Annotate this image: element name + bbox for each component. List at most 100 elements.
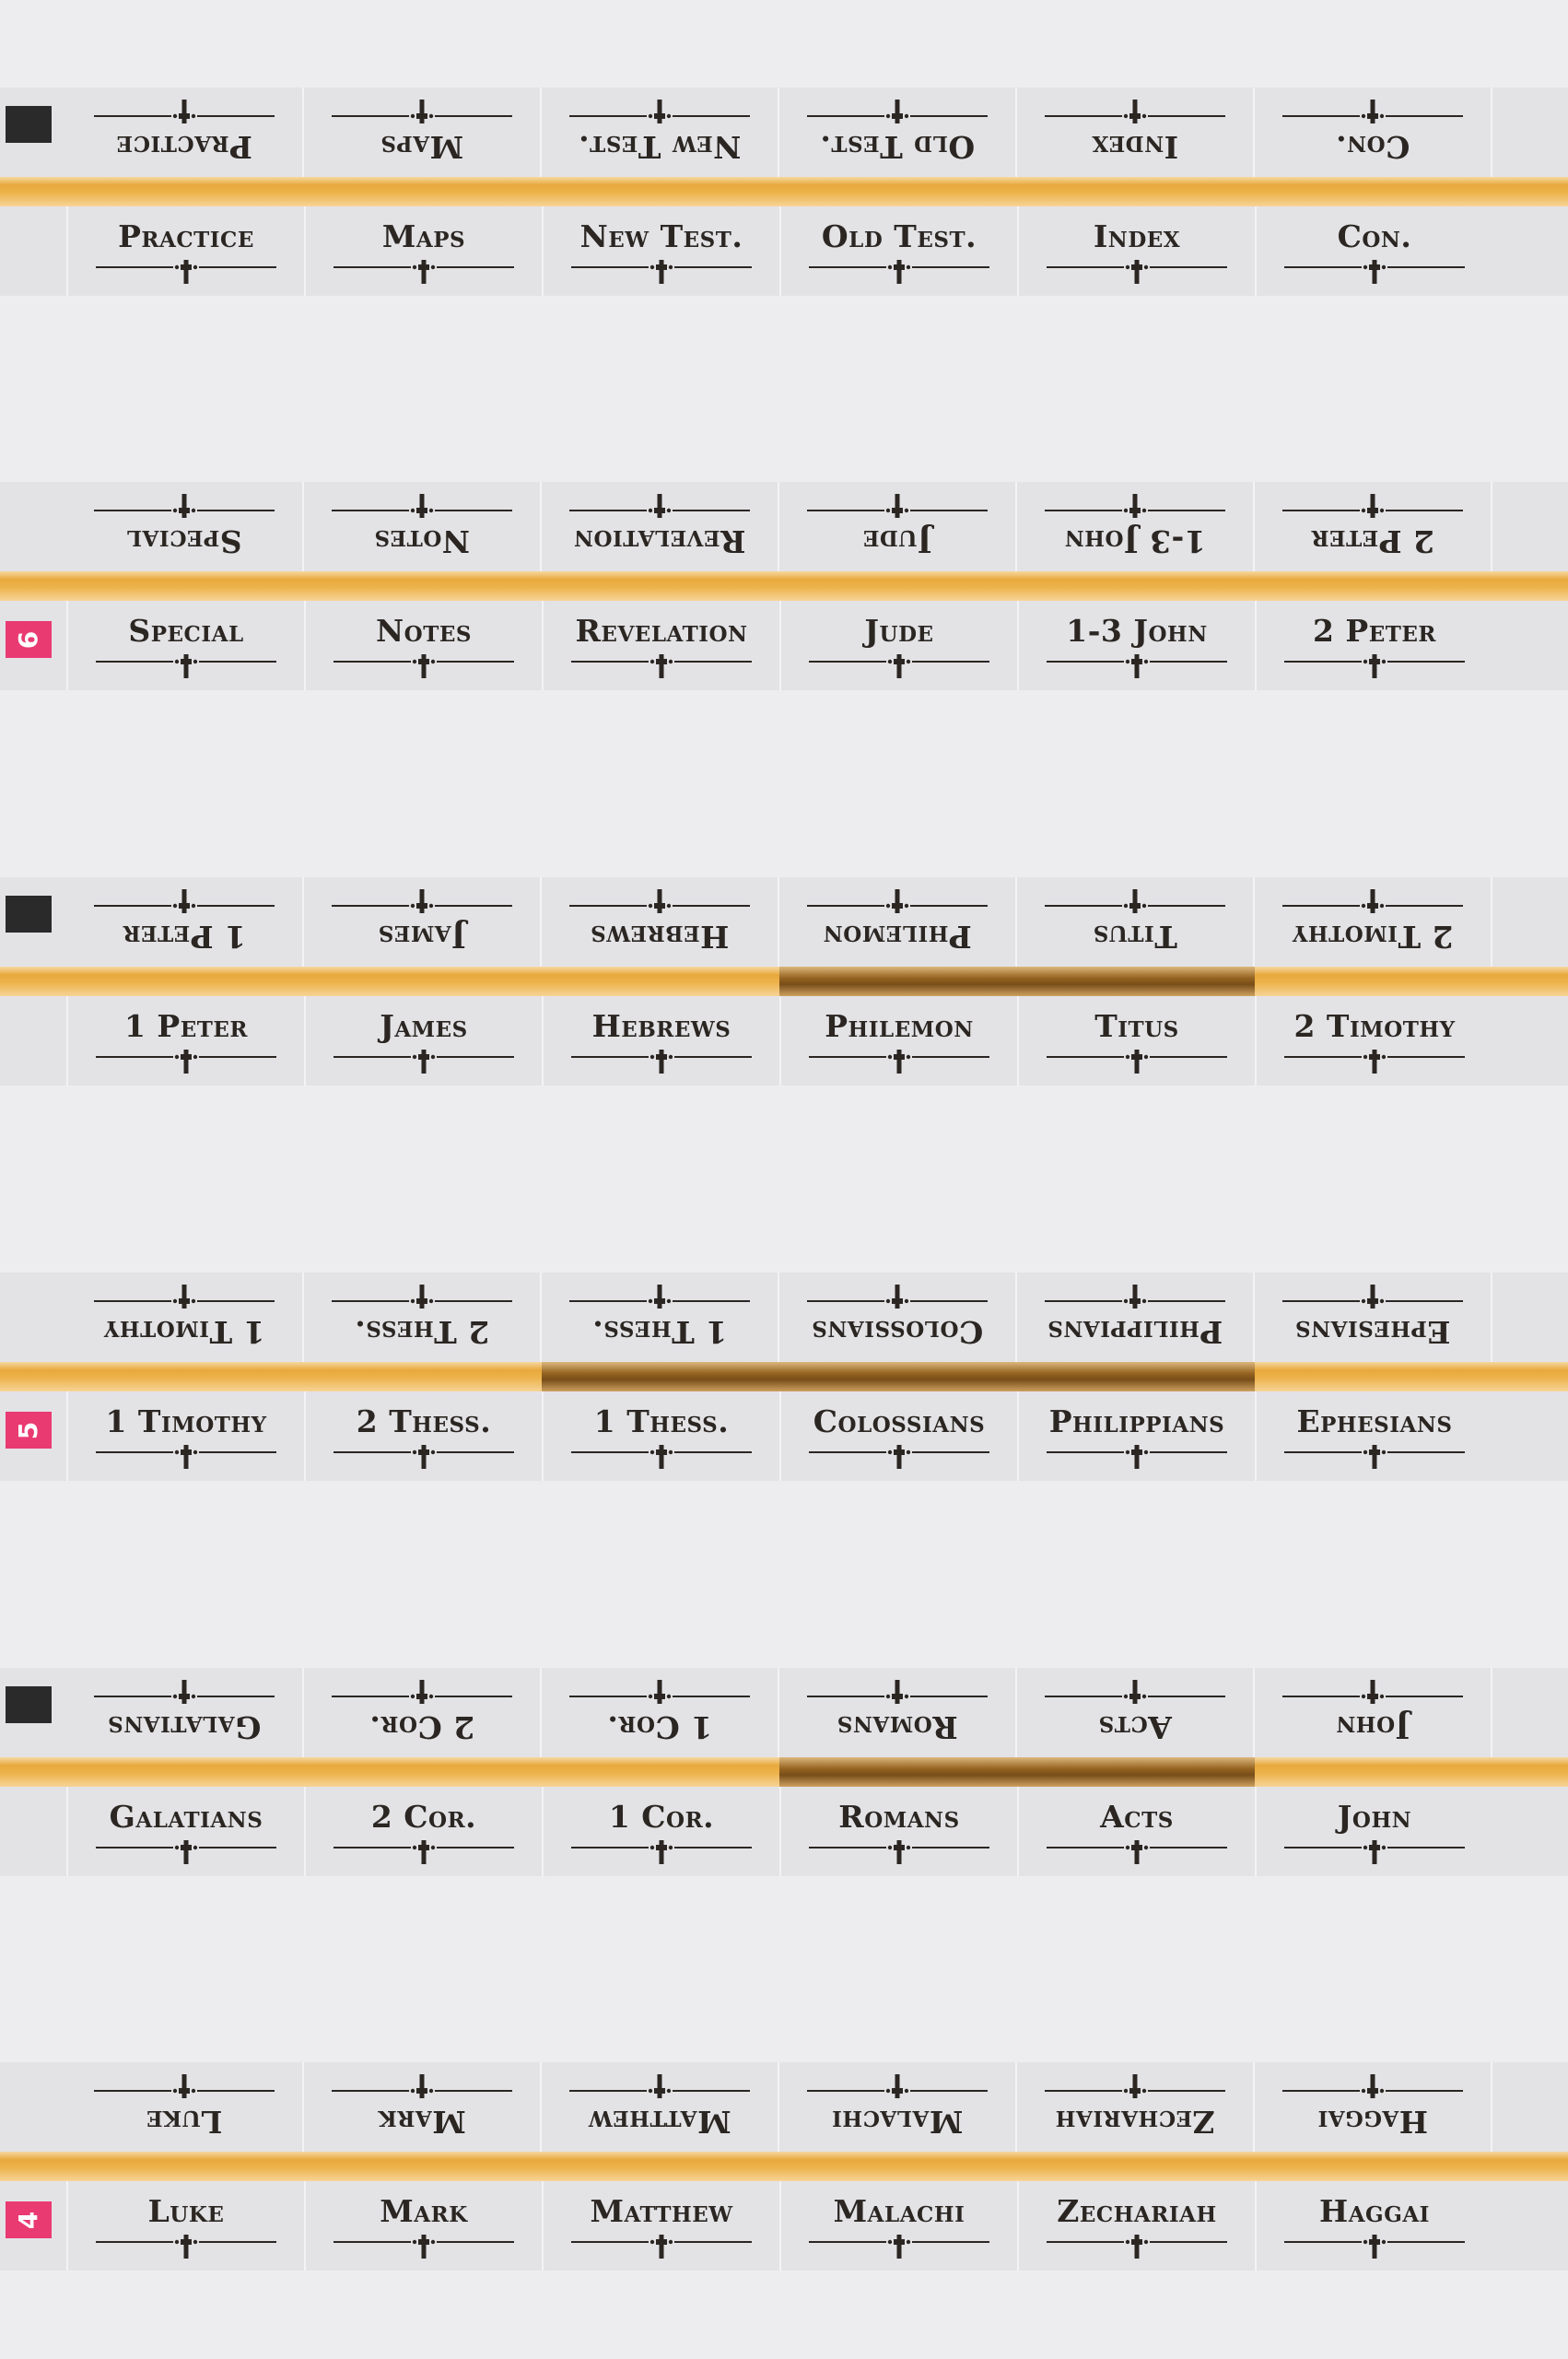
- book-tab-bottom[interactable]: 2 Timothy: [1255, 996, 1492, 1086]
- cross-flourish-icon: [94, 494, 275, 519]
- book-tab-label: Practice: [116, 129, 252, 166]
- book-tab-top[interactable]: Colossians: [779, 1273, 1017, 1362]
- cross-flourish-icon: [333, 1049, 514, 1074]
- book-tab-top[interactable]: 2 Thess.: [304, 1273, 542, 1362]
- book-tab-bottom[interactable]: New Test.: [542, 206, 779, 296]
- book-tab-top[interactable]: Maps: [304, 88, 542, 177]
- book-tab-top[interactable]: Practice: [66, 88, 304, 177]
- cross-flourish-icon: [569, 2074, 750, 2099]
- book-tab-top[interactable]: Malachi: [779, 2062, 1017, 2152]
- book-tab-bottom[interactable]: Hebrews: [542, 996, 779, 1086]
- book-tab-bottom[interactable]: 2 Cor.: [304, 1787, 542, 1876]
- book-tab-top[interactable]: 2 Timothy: [1255, 877, 1492, 967]
- book-tab-top[interactable]: Con.: [1255, 88, 1492, 177]
- book-tab-top[interactable]: Mark: [304, 2062, 542, 2152]
- book-tab-bottom[interactable]: Philemon: [779, 996, 1017, 1086]
- book-tab-bottom[interactable]: Special: [66, 601, 304, 690]
- book-tab-top[interactable]: 2 Peter: [1255, 482, 1492, 571]
- cross-flourish-icon: [94, 100, 275, 124]
- cross-flourish-icon: [571, 2234, 752, 2259]
- book-tab-label: Old Test.: [819, 129, 976, 166]
- gold-shade-segment: [1017, 1362, 1255, 1391]
- book-tab-top[interactable]: New Test.: [542, 88, 779, 177]
- book-tab-bottom[interactable]: Old Test.: [779, 206, 1017, 296]
- book-tab-top[interactable]: Special: [66, 482, 304, 571]
- book-tab-top[interactable]: James: [304, 877, 542, 967]
- book-tab-top[interactable]: Index: [1017, 88, 1255, 177]
- book-tab-top[interactable]: Ephesians: [1255, 1273, 1492, 1362]
- book-tab-top[interactable]: 1 Cor.: [542, 1668, 779, 1757]
- book-tab-bottom[interactable]: Practice: [66, 206, 304, 296]
- book-tab-bottom[interactable]: Notes: [304, 601, 542, 690]
- book-tab-top[interactable]: Philippians: [1017, 1273, 1255, 1362]
- book-tab-label: Hebrews: [590, 919, 730, 956]
- book-tab-bottom[interactable]: 1 Peter: [66, 996, 304, 1086]
- book-tab-top[interactable]: Romans: [779, 1668, 1017, 1757]
- book-tab-bottom[interactable]: Colossians: [779, 1391, 1017, 1481]
- cross-flourish-icon: [569, 1285, 750, 1309]
- book-tab-bottom[interactable]: Galatians: [66, 1787, 304, 1876]
- book-tab-top[interactable]: Revelation: [542, 482, 779, 571]
- book-tab-bottom[interactable]: Index: [1017, 206, 1255, 296]
- tab-strip-6: 4 Luke Luke Mark Mark Matthew Matthew Malachi Ma…: [0, 2062, 1568, 2271]
- book-tab-bottom[interactable]: Maps: [304, 206, 542, 296]
- book-tab-bottom[interactable]: 2 Peter: [1255, 601, 1492, 690]
- cross-flourish-icon: [569, 1680, 750, 1705]
- book-tab-top[interactable]: Haggai: [1255, 2062, 1492, 2152]
- book-tab-top[interactable]: 1 Thess.: [542, 1273, 779, 1362]
- book-tab-top[interactable]: Old Test.: [779, 88, 1017, 177]
- book-tab-top[interactable]: Jude: [779, 482, 1017, 571]
- tab-band-top: [0, 88, 1568, 177]
- book-tab-label: John: [1337, 1798, 1412, 1835]
- book-tab-top[interactable]: 1-3 John: [1017, 482, 1255, 571]
- book-tab-bottom[interactable]: Revelation: [542, 601, 779, 690]
- book-tab-top[interactable]: Galatians: [66, 1668, 304, 1757]
- book-tab-bottom[interactable]: Jude: [779, 601, 1017, 690]
- book-tab-bottom[interactable]: Ephesians: [1255, 1391, 1492, 1481]
- book-tab-bottom[interactable]: 1-3 John: [1017, 601, 1255, 690]
- book-tab-bottom[interactable]: 1 Timothy: [66, 1391, 304, 1481]
- book-tab-top[interactable]: 1 Timothy: [66, 1273, 304, 1362]
- book-tab-bottom[interactable]: Malachi: [779, 2181, 1017, 2271]
- book-tab-top[interactable]: Acts: [1017, 1668, 1255, 1757]
- book-tab-bottom[interactable]: Haggai: [1255, 2181, 1492, 2271]
- cross-flourish-icon: [1284, 653, 1465, 678]
- book-tab-label: Romans: [837, 1709, 958, 1746]
- cross-flourish-icon: [333, 1444, 514, 1469]
- book-tab-top[interactable]: Luke: [66, 2062, 304, 2152]
- book-tab-top[interactable]: Zechariah: [1017, 2062, 1255, 2152]
- gold-edge-strip: [0, 2152, 1568, 2181]
- cross-flourish-icon: [571, 653, 752, 678]
- book-tab-label: Mark: [378, 2104, 466, 2141]
- cross-flourish-icon: [571, 1839, 752, 1864]
- book-tab-top[interactable]: Hebrews: [542, 877, 779, 967]
- gold-shade-segment: [542, 1362, 779, 1391]
- book-tab-bottom[interactable]: Matthew: [542, 2181, 779, 2271]
- book-tab-bottom[interactable]: John: [1255, 1787, 1492, 1876]
- book-tab-label: Maps: [381, 217, 466, 254]
- book-tab-bottom[interactable]: Mark: [304, 2181, 542, 2271]
- book-tab-bottom[interactable]: 1 Thess.: [542, 1391, 779, 1481]
- book-tab-top[interactable]: John: [1255, 1668, 1492, 1757]
- book-tab-bottom[interactable]: 2 Thess.: [304, 1391, 542, 1481]
- book-tab-top[interactable]: Philemon: [779, 877, 1017, 967]
- book-tab-bottom[interactable]: Luke: [66, 2181, 304, 2271]
- gold-shade-segment: [779, 1757, 1017, 1787]
- book-tab-bottom[interactable]: James: [304, 996, 542, 1086]
- book-tab-bottom[interactable]: Con.: [1255, 206, 1492, 296]
- book-tab-bottom[interactable]: Romans: [779, 1787, 1017, 1876]
- book-tab-top[interactable]: Notes: [304, 482, 542, 571]
- book-tab-label: Revelation: [573, 523, 746, 560]
- book-tab-bottom[interactable]: Zechariah: [1017, 2181, 1255, 2271]
- book-tab-label: Matthew: [588, 2104, 731, 2141]
- book-tab-top[interactable]: Matthew: [542, 2062, 779, 2152]
- book-tab-bottom[interactable]: Philippians: [1017, 1391, 1255, 1481]
- book-tab-bottom[interactable]: Titus: [1017, 996, 1255, 1086]
- book-tab-top[interactable]: 2 Cor.: [304, 1668, 542, 1757]
- book-tab-top[interactable]: 1 Peter: [66, 877, 304, 967]
- book-tab-bottom[interactable]: Acts: [1017, 1787, 1255, 1876]
- book-tab-label: Index: [1093, 217, 1181, 254]
- book-tab-label: Jude: [862, 523, 932, 560]
- book-tab-top[interactable]: Titus: [1017, 877, 1255, 967]
- book-tab-bottom[interactable]: 1 Cor.: [542, 1787, 779, 1876]
